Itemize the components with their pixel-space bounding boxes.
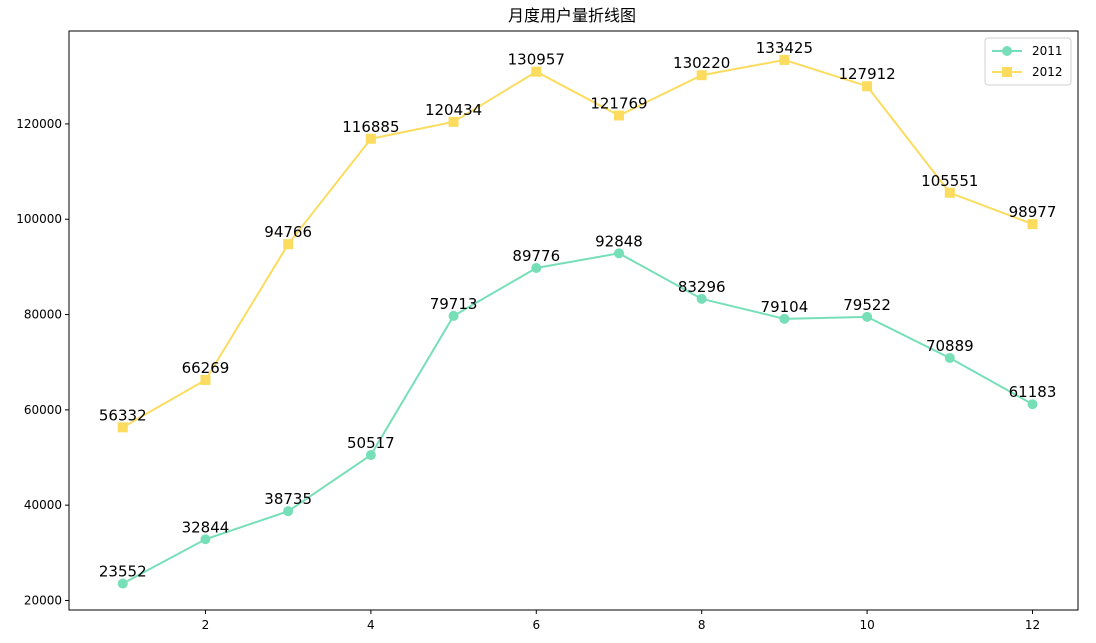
legend: 2011 2012 <box>984 37 1072 86</box>
data-labels: 23552 32844 38735 50517 79713 89776 92848 83296… <box>99 39 1056 581</box>
data-label: 56332 <box>99 406 147 424</box>
series-2011-point <box>448 310 459 321</box>
x-axis: 2 4 6 8 10 12 <box>202 610 1040 632</box>
legend-marker <box>1002 46 1012 56</box>
data-label: 116885 <box>342 118 399 136</box>
series-2011-point <box>531 262 542 273</box>
y-tick-label: 60000 <box>24 403 62 417</box>
series-2011-point <box>283 506 294 517</box>
series-2012-point <box>613 110 624 121</box>
series-2011-point <box>862 311 873 322</box>
series-2012-point <box>531 66 542 77</box>
x-tick-label: 6 <box>532 618 540 632</box>
data-label: 83296 <box>678 278 726 296</box>
data-label: 127912 <box>838 65 895 83</box>
series-2011-line <box>122 252 1034 585</box>
legend-label: 2011 <box>1032 44 1063 58</box>
series-2012-point <box>283 239 294 250</box>
series-2012-point <box>200 374 211 385</box>
chart-title: 月度用户量折线图 <box>508 6 636 25</box>
series-2011-point <box>1027 399 1038 410</box>
data-label: 89776 <box>512 247 560 265</box>
x-tick-label: 12 <box>1025 618 1040 632</box>
series-2011-point <box>696 293 707 304</box>
data-label: 50517 <box>347 434 395 452</box>
data-label: 105551 <box>921 172 978 190</box>
x-tick-label: 2 <box>202 618 210 632</box>
series-2012-point <box>448 116 459 127</box>
series-2012-point <box>944 187 955 198</box>
series-2011-point <box>944 352 955 363</box>
series-2012-point <box>862 81 873 92</box>
series-2012-point <box>365 133 376 144</box>
series-2012-point <box>117 422 128 433</box>
data-label: 38735 <box>264 490 312 508</box>
series-2011-point <box>200 534 211 545</box>
series-2011-point <box>779 313 790 324</box>
y-tick-label: 120000 <box>16 117 62 131</box>
x-tick-label: 4 <box>367 618 375 632</box>
data-label: 133425 <box>756 39 813 57</box>
legend-label: 2012 <box>1032 65 1063 79</box>
series-2012-line <box>122 58 1033 429</box>
x-tick-label: 10 <box>859 618 874 632</box>
data-label: 61183 <box>1009 383 1057 401</box>
data-label: 79522 <box>843 296 891 314</box>
data-label: 32844 <box>182 518 230 536</box>
series-2011-point <box>117 578 128 589</box>
y-tick-label: 40000 <box>24 498 62 512</box>
legend-marker <box>1002 67 1012 77</box>
series-layer <box>117 54 1038 589</box>
data-label: 120434 <box>425 101 482 119</box>
y-tick-label: 80000 <box>24 308 62 322</box>
data-label: 98977 <box>1009 203 1057 221</box>
data-label: 66269 <box>182 359 230 377</box>
series-2012-point <box>696 70 707 81</box>
y-axis: 20000 40000 60000 80000 100000 120000 <box>16 117 69 607</box>
series-2011-point <box>613 248 624 259</box>
series-2011-point <box>365 450 376 461</box>
plot-frame <box>68 30 1079 611</box>
data-label: 130220 <box>673 54 730 72</box>
y-tick-label: 100000 <box>16 212 62 226</box>
data-label: 79104 <box>761 298 809 316</box>
series-2012-point <box>779 54 790 65</box>
series-2012-point <box>1027 219 1038 230</box>
data-label: 23552 <box>99 563 147 581</box>
data-label: 121769 <box>590 94 647 112</box>
x-tick-label: 8 <box>698 618 706 632</box>
data-label: 70889 <box>926 337 974 355</box>
data-label: 92848 <box>595 232 643 250</box>
data-label: 79713 <box>430 295 478 313</box>
y-tick-label: 20000 <box>24 593 62 607</box>
data-label: 130957 <box>508 51 565 69</box>
data-label: 94766 <box>264 223 312 241</box>
